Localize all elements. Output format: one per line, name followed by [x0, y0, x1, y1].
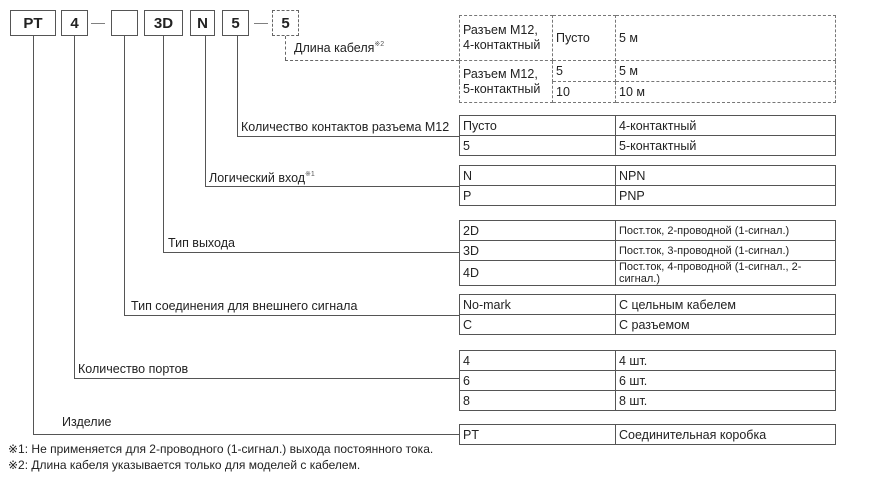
description-cell: 4 шт. — [615, 350, 836, 371]
connector — [74, 378, 459, 379]
label-text: Логический вход — [209, 171, 306, 185]
connector — [163, 36, 164, 252]
table-row: PT Соединительная коробка — [459, 424, 836, 445]
table-connection-type: No-mark С цельным кабелем C С разъемом — [459, 294, 836, 335]
description-cell: Пост.ток, 4-проводной (1-сигнал., 2-сигн… — [615, 260, 836, 286]
table-cell: 5 м — [615, 60, 836, 82]
code-box-product: PT — [10, 10, 56, 36]
description-cell: С цельным кабелем — [615, 294, 836, 315]
table-row: 4D Пост.ток, 4-проводной (1-сигнал., 2-си… — [459, 260, 836, 286]
note-mark: ※2 — [374, 41, 385, 48]
table-cell: Пусто — [552, 15, 616, 61]
description-cell: NPN — [615, 165, 836, 186]
code-cell: 4D — [459, 260, 616, 286]
footnote-1: ※1: Не применяется для 2-проводного (1-с… — [8, 442, 434, 456]
table-row: No-mark С цельным кабелем — [459, 294, 836, 315]
separator: — — [91, 14, 105, 30]
table-row: Пусто 4-контактный — [459, 115, 836, 136]
description-cell: PNP — [615, 185, 836, 206]
label-m12-contacts: Количество контактов разъема M12 — [241, 120, 450, 134]
table-row: 3D Пост.ток, 3-проводной (1-сигнал.) — [459, 240, 836, 261]
connector — [74, 36, 75, 378]
description-cell: Соединительная коробка — [615, 424, 836, 445]
connector — [285, 36, 286, 60]
code-cell: N — [459, 165, 616, 186]
code-cell: C — [459, 314, 616, 335]
connector — [285, 60, 459, 61]
description-cell: С разъемом — [615, 314, 836, 335]
code-cell: 8 — [459, 390, 616, 411]
table-cell: 10 м — [615, 81, 836, 103]
label-connection-type: Тип соединения для внешнего сигнала — [131, 299, 358, 313]
connector — [205, 36, 206, 186]
table-row: 2D Пост.ток, 2-проводной (1-сигнал.) — [459, 220, 836, 241]
table-cell: 5 — [552, 60, 616, 82]
table-output-type: 2D Пост.ток, 2-проводной (1-сигнал.) 3D Пос… — [459, 220, 836, 286]
connector — [33, 434, 459, 435]
label-ports: Количество портов — [78, 362, 189, 376]
label-text: Длина кабеля — [294, 41, 375, 55]
code-cell: 4 — [459, 350, 616, 371]
code-box-ports: 4 — [61, 10, 88, 36]
table-cell: Разъем M12, 4-контактный — [459, 15, 553, 61]
table-product: PT Соединительная коробка — [459, 424, 836, 445]
connector — [124, 36, 125, 315]
table-cable-length: Разъем M12, 4-контактный Пусто 5 м Разъе… — [459, 15, 836, 103]
description-cell: Пост.ток, 2-проводной (1-сигнал.) — [615, 220, 836, 241]
connector — [163, 252, 459, 253]
table-row: 10 10 м — [460, 81, 836, 103]
connector — [124, 315, 459, 316]
code-cell: 6 — [459, 370, 616, 391]
description-cell: 6 шт. — [615, 370, 836, 391]
connector — [33, 36, 34, 434]
label-output-type: Тип выхода — [168, 236, 235, 250]
table-row: P PNP — [459, 185, 836, 206]
code-cell: No-mark — [459, 294, 616, 315]
code-cell: P — [459, 185, 616, 206]
code-box-m12: 5 — [222, 10, 249, 36]
code-box-logic: N — [190, 10, 215, 36]
label-logic-input: Логический вход※1 — [209, 170, 315, 185]
label-cable-length: Длина кабеля※2 — [294, 40, 384, 55]
table-m12-contacts: Пусто 4-контактный 5 5-контактный — [459, 115, 836, 156]
separator: — — [254, 14, 268, 30]
code-cell: Пусто — [459, 115, 616, 136]
code-cell: PT — [459, 424, 616, 445]
label-product: Изделие — [62, 415, 112, 429]
table-logic-input: N NPN P PNP — [459, 165, 836, 206]
code-box-connection — [111, 10, 138, 36]
code-cell: 5 — [459, 135, 616, 156]
code-cell: 3D — [459, 240, 616, 261]
table-row: Разъем M12, 5-контактный 5 5 м — [459, 60, 836, 103]
table-row: Разъем M12, 4-контактный Пусто 5 м — [459, 15, 836, 61]
connector — [237, 136, 459, 137]
table-cell: 10 — [552, 81, 616, 103]
description-cell: 5-контактный — [615, 135, 836, 156]
table-cell: 5 м — [615, 15, 836, 61]
connector — [237, 36, 238, 136]
code-box-cable: 5 — [272, 10, 299, 36]
note-mark: ※1 — [305, 171, 315, 178]
connector — [205, 186, 459, 187]
description-cell: 8 шт. — [615, 390, 836, 411]
table-row: 5 5-контактный — [459, 135, 836, 156]
footnote-2: ※2: Длина кабеля указывается только для … — [8, 458, 361, 472]
code-box-output: 3D — [144, 10, 183, 36]
description-cell: 4-контактный — [615, 115, 836, 136]
description-cell: Пост.ток, 3-проводной (1-сигнал.) — [615, 240, 836, 261]
table-row: N NPN — [459, 165, 836, 186]
table-cell: Разъем M12, 5-контактный — [459, 60, 553, 103]
code-cell: 2D — [459, 220, 616, 241]
